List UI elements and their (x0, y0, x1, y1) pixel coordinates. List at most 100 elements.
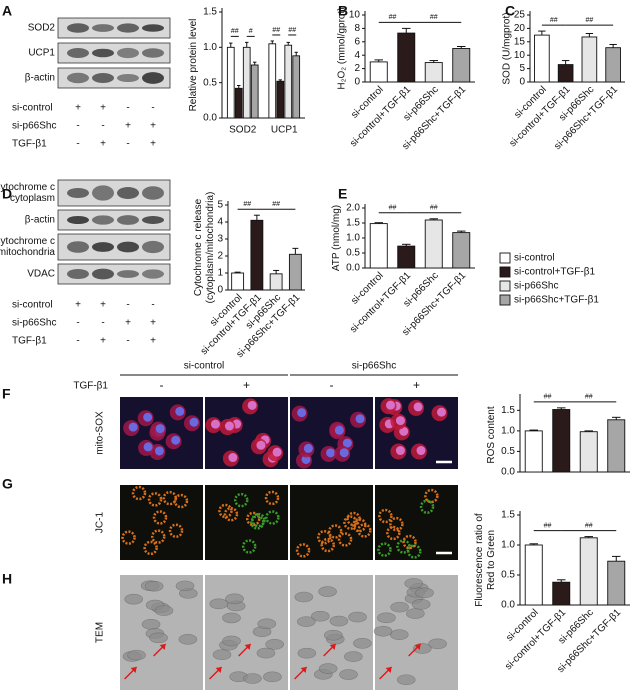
panel-label: G (2, 476, 13, 492)
significance-label: ## (389, 205, 397, 212)
y-tick-label: 0.0 (203, 113, 217, 124)
bar (250, 219, 264, 291)
mitochondrion (222, 635, 241, 647)
legend-swatch (499, 280, 511, 292)
y-tick-label: 0 (354, 77, 360, 88)
error-bar (456, 45, 466, 49)
nucleus (395, 446, 405, 456)
condition-sign: + (150, 318, 156, 329)
error-bar (538, 30, 546, 36)
y-tick-label: 1.5 (501, 405, 515, 416)
cell (143, 540, 158, 556)
error-bar (429, 218, 439, 220)
bar (231, 272, 245, 291)
panel-label: E (338, 186, 347, 202)
significance-label: ## (272, 27, 280, 34)
cell (316, 530, 332, 545)
mitochondrion (411, 599, 431, 610)
cell (150, 529, 166, 544)
error-bar (253, 61, 257, 65)
mitochondrion (348, 611, 367, 623)
y-tick-label: 10 (514, 50, 526, 61)
condition-sign: - (126, 300, 129, 311)
nucleus (189, 417, 199, 427)
cell (389, 516, 404, 532)
cell (346, 511, 361, 527)
arrow-head (244, 644, 251, 650)
mitochondrion (178, 633, 198, 645)
cell (357, 523, 372, 538)
bar (607, 419, 626, 473)
error-bar (374, 59, 384, 62)
blot-band (67, 47, 89, 59)
error-bar (429, 60, 439, 63)
cell (295, 543, 311, 558)
nucleus (256, 440, 266, 450)
error-bar (556, 579, 566, 583)
nucleus (436, 407, 446, 417)
bar (397, 245, 416, 269)
mitochondrion (209, 598, 229, 610)
blot-band (92, 185, 114, 201)
error-bar (292, 247, 299, 255)
cell (343, 515, 358, 530)
cell (233, 492, 249, 508)
blot-band (67, 241, 89, 253)
condition-label: si-control (12, 300, 53, 311)
mitochondrion (222, 612, 241, 624)
treatment-sign: - (160, 378, 164, 392)
panel-label: D (2, 186, 12, 202)
cell (168, 523, 184, 538)
error-bar (374, 222, 384, 224)
condition-sign: - (126, 336, 129, 347)
y-axis-label: (cytoplasm/mitochondria) (205, 192, 216, 304)
nucleus (342, 438, 352, 448)
blot-label: mitochondria (0, 247, 55, 258)
legend-swatch (499, 294, 511, 306)
cell (218, 503, 233, 519)
condition-sign: - (76, 139, 79, 150)
blot-band (67, 187, 89, 199)
nucleus (143, 412, 153, 422)
panel-label: A (2, 3, 12, 19)
blot-band (142, 24, 164, 32)
y-tick-label: 1.0 (501, 540, 515, 551)
blot-band (142, 216, 164, 224)
cell (402, 534, 417, 550)
error-bar (529, 543, 539, 545)
mitochondrion (318, 663, 338, 674)
error-bar (270, 40, 274, 44)
mitochondrion (243, 673, 262, 684)
error-bar (273, 269, 280, 274)
bar (524, 430, 543, 473)
significance-label: ## (544, 394, 552, 401)
blot-band (142, 269, 164, 279)
mitochondrion (373, 625, 393, 637)
condition-sign: - (101, 121, 104, 132)
nucleus (413, 402, 423, 412)
blot-band (142, 186, 164, 200)
blot-band (117, 187, 139, 199)
arrow-head (414, 644, 421, 650)
blot-band (92, 73, 114, 83)
group-label: si-p66Shc (352, 361, 396, 372)
y-tick-label: 2 (354, 63, 360, 74)
condition-sign: + (75, 300, 81, 311)
mitochondrion (344, 651, 363, 662)
y-tick-label: 0.5 (501, 446, 515, 457)
nucleus (301, 454, 311, 464)
y-tick-label: 1 (217, 268, 223, 279)
nucleus (210, 419, 220, 429)
blot-band (117, 23, 139, 33)
error-bar (237, 84, 241, 89)
arrow-head (385, 667, 392, 673)
y-tick-label: 20 (514, 23, 526, 34)
y-tick-label: 10 (349, 10, 361, 21)
mitochondrion (175, 580, 195, 592)
mitochondrion (256, 647, 276, 659)
mitochondrion (294, 591, 314, 603)
blot-band (92, 215, 114, 225)
mitochondrion (311, 610, 330, 622)
condition-sign: + (100, 300, 106, 311)
